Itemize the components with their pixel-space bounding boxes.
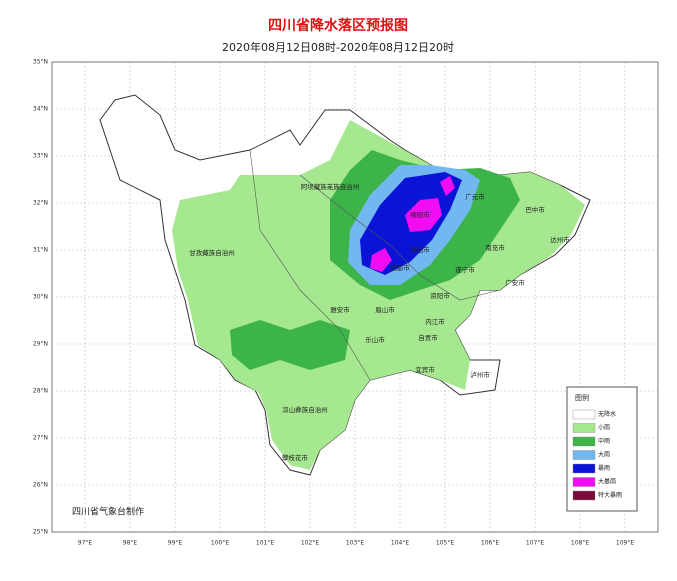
lat-label: 31°N [33, 247, 48, 254]
lon-label: 97°E [78, 540, 93, 547]
legend-box [566, 386, 638, 512]
subtitle: 2020年08月12日08时-2020年08月12日20时 [222, 40, 454, 54]
lat-label: 34°N [33, 106, 48, 113]
legend-swatch [572, 463, 596, 474]
lon-label: 103°E [346, 540, 364, 547]
lat-label: 26°N [33, 482, 48, 489]
legend-swatch [572, 409, 596, 420]
place-label: 凉山彝族自治州 [282, 405, 328, 414]
place-label: 资阳市 [430, 291, 450, 300]
legend-label: 无降水 [598, 410, 616, 418]
lat-label: 33°N [33, 153, 48, 160]
lon-label: 100°E [211, 540, 229, 547]
lon-label: 98°E [123, 540, 138, 547]
lat-label: 35°N [33, 59, 48, 66]
legend-swatch [572, 450, 596, 460]
moderate-rain-patch [230, 320, 350, 370]
lon-label: 99°E [168, 540, 183, 547]
legend-label: 暴雨 [598, 465, 610, 472]
place-label: 广元市 [465, 192, 485, 201]
legend-swatch [572, 423, 596, 433]
place-label: 雅安市 [330, 305, 350, 314]
legend-title: 图例 [575, 393, 589, 402]
lon-label: 105°E [436, 540, 454, 547]
legend-label: 小雨 [598, 424, 610, 432]
place-label: 乐山市 [365, 335, 385, 344]
city-boundaries [299, 174, 501, 301]
place-label: 南充市 [485, 243, 505, 252]
legend-label: 大暴雨 [598, 478, 616, 486]
lon-label: 109°E [616, 540, 634, 547]
lat-label: 28°N [33, 388, 48, 395]
legend-label: 大雨 [598, 451, 610, 459]
place-label: 德阳市 [410, 245, 430, 254]
legend-label: 中雨 [598, 437, 610, 445]
lon-label: 102°E [301, 540, 319, 547]
province-shapes [99, 94, 591, 476]
lat-label: 30°N [33, 294, 48, 301]
lat-label: 29°N [33, 341, 48, 348]
legend-swatch [572, 477, 596, 487]
place-label: 攀枝花市 [282, 453, 309, 462]
heavy-rainstorm-patch [440, 176, 455, 196]
place-label: 达州市 [550, 235, 570, 244]
place-label: 自贡市 [418, 333, 438, 342]
lon-label: 107°E [526, 540, 544, 547]
legend-swatch [572, 490, 596, 501]
place-label: 阿坝藏族羌族自治州 [301, 182, 360, 191]
place-label: 泸州市 [470, 370, 490, 379]
place-label: 遂宁市 [455, 265, 475, 274]
lon-label: 108°E [571, 540, 589, 547]
place-label: 内江市 [425, 317, 445, 326]
legend-label: 特大暴雨 [598, 491, 622, 499]
lon-label: 101°E [256, 540, 274, 547]
place-label: 绵阳市 [410, 210, 430, 219]
lat-label: 32°N [33, 200, 48, 207]
place-label: 甘孜藏族自治州 [189, 248, 235, 257]
heavy-rainstorm-area [405, 198, 442, 232]
lon-label: 104°E [391, 540, 409, 547]
place-label: 广安市 [505, 278, 525, 287]
place-label: 巴中市 [525, 205, 545, 214]
place-label: 宜宾市 [415, 365, 435, 374]
lat-label: 25°N [33, 529, 48, 536]
legend-swatch [572, 436, 596, 447]
credit: 四川省气象台制作 [72, 506, 144, 518]
place-label: 眉山市 [375, 305, 395, 314]
lon-label: 106°E [481, 540, 499, 547]
lat-label: 27°N [33, 435, 48, 442]
title: 四川省降水落区预报图 [268, 17, 408, 34]
heavy-rainstorm-patch [370, 248, 392, 272]
place-label: 成都市 [390, 263, 410, 272]
city-boundaries [249, 149, 371, 381]
